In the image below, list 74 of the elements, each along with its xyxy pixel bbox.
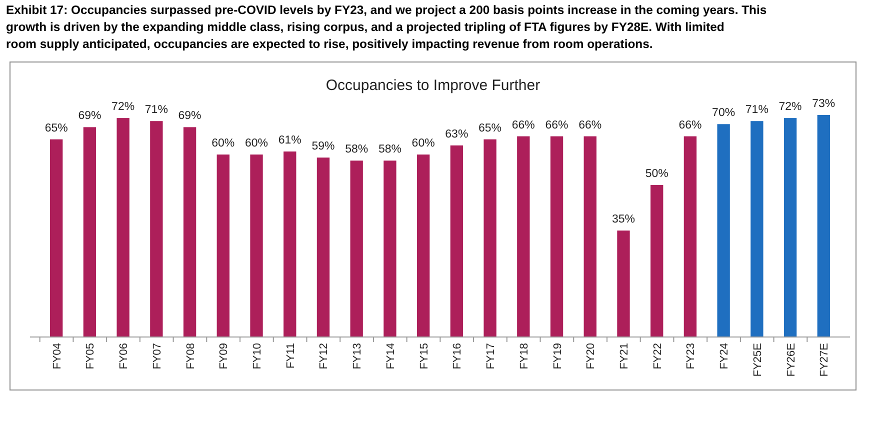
data-label: 73%	[812, 98, 836, 110]
bar	[316, 158, 330, 337]
data-label: 66%	[678, 119, 702, 132]
data-label: 50%	[645, 168, 668, 180]
data-label: 66%	[578, 119, 602, 132]
x-tick-label: FY10	[252, 343, 264, 370]
x-tick-label: FY27E	[818, 343, 831, 377]
data-label: 69%	[178, 110, 202, 122]
bar	[784, 118, 797, 337]
chart-title: Exhibit 17: Occupancies surpassed pre-COVID levels by FY23, and we project a 200 basis points increase in the coming years. This growth is driven by the expanding middle class, rising corpus, and a projected tripling of FTA figures by FY28E. With limited room supply anticipated, occupancies are expected to rise, positively impacting revenue from room operations.	[6, 3, 767, 51]
bar	[150, 121, 163, 337]
data-label: 66%	[545, 119, 568, 132]
data-label: 59%	[312, 140, 335, 153]
x-tick-label: FY16	[452, 343, 464, 370]
bar	[717, 124, 730, 337]
x-tick-label: FY18	[518, 343, 530, 370]
data-label: 72%	[778, 101, 802, 114]
chart-subtitle: Occupancies to Improve Further	[326, 77, 540, 94]
bar	[484, 139, 496, 337]
data-label: 60%	[412, 138, 435, 150]
x-tick-label: FY14	[384, 343, 397, 370]
bar	[116, 118, 130, 337]
bar	[750, 121, 764, 337]
data-label: 66%	[512, 119, 535, 132]
x-tick-label: FY21	[618, 343, 630, 370]
bar	[83, 127, 96, 337]
data-label: 60%	[245, 138, 268, 150]
bar	[50, 139, 63, 337]
x-tick-label: FY12	[318, 343, 330, 370]
x-tick-label: FY17	[485, 343, 498, 370]
data-label: 58%	[345, 144, 368, 156]
data-label: 65%	[44, 122, 68, 134]
data-label: 58%	[378, 144, 402, 156]
data-label: 72%	[112, 101, 135, 114]
x-tick-label: FY09	[218, 343, 230, 370]
x-tick-label: FY22	[652, 343, 664, 370]
bar	[350, 160, 363, 337]
bar	[517, 136, 530, 337]
x-tick-label: FY20	[585, 343, 598, 370]
x-tick-label: FY13	[352, 343, 364, 370]
data-label: 60%	[212, 138, 235, 150]
data-label: 71%	[144, 104, 168, 116]
x-tick-label: FY24	[718, 343, 731, 370]
data-label: 70%	[712, 107, 736, 120]
bar	[216, 154, 230, 337]
x-tick-label: FY23	[685, 343, 698, 370]
bar	[183, 127, 196, 337]
data-label: 61%	[278, 134, 302, 146]
bar	[584, 136, 596, 337]
bar	[384, 160, 396, 337]
x-tick-label: FY07	[151, 343, 164, 370]
bar	[284, 151, 296, 337]
x-tick-label: FY11	[284, 343, 297, 368]
x-tick-label: FY04	[51, 343, 64, 370]
bar	[550, 136, 564, 337]
bar	[416, 154, 430, 337]
data-label: 69%	[78, 110, 102, 122]
x-tick-label: FY06	[118, 343, 130, 370]
x-tick-label: FY26E	[785, 343, 798, 377]
x-tick-label: FY15	[418, 343, 430, 370]
bar	[250, 154, 263, 337]
bar	[617, 230, 630, 337]
bar	[817, 115, 830, 337]
x-tick-label: FY05	[84, 343, 97, 370]
data-label: 63%	[445, 128, 468, 140]
data-label: 35%	[612, 214, 635, 226]
data-label: 71%	[745, 104, 768, 116]
x-tick-label: FY08	[184, 343, 197, 370]
bar	[684, 136, 697, 337]
data-label: 65%	[478, 122, 502, 134]
x-tick-label: FY19	[552, 343, 564, 370]
bar	[650, 184, 664, 337]
bar	[450, 145, 464, 337]
x-tick-label: FY25E	[752, 343, 764, 377]
